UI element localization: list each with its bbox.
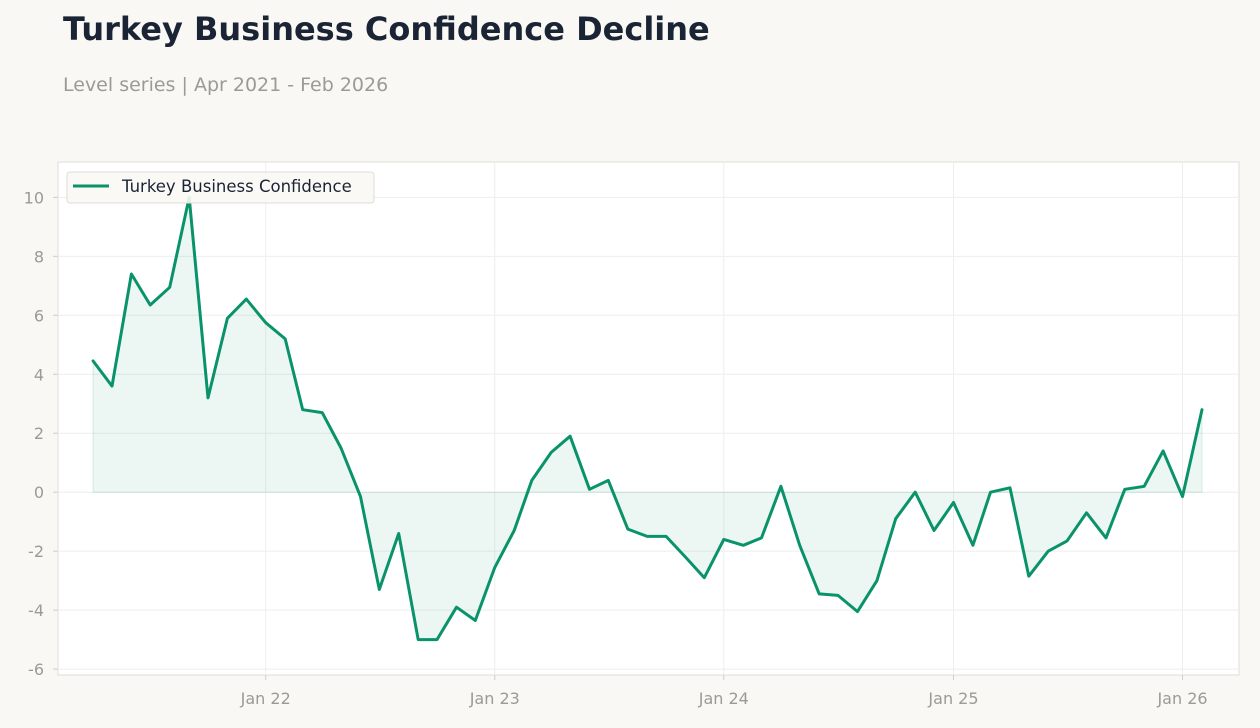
data-point <box>971 544 974 547</box>
data-point <box>1143 485 1146 488</box>
x-tick-label: Jan 26 <box>1156 689 1207 708</box>
data-point <box>149 304 152 307</box>
y-tick-label: -4 <box>28 601 44 620</box>
data-point <box>952 501 955 504</box>
data-point <box>742 544 745 547</box>
data-point <box>665 535 668 538</box>
data-point <box>513 529 516 532</box>
data-point <box>1105 536 1108 539</box>
data-point <box>684 556 687 559</box>
data-point <box>646 535 649 538</box>
plot-area <box>57 161 1240 676</box>
y-tick-label: 2 <box>34 424 44 443</box>
data-point <box>550 451 553 454</box>
data-point <box>417 638 420 641</box>
data-point <box>989 491 992 494</box>
data-point <box>1027 575 1030 578</box>
y-tick-label: 4 <box>34 365 44 384</box>
x-tick-label: Jan 23 <box>469 689 520 708</box>
data-point <box>1066 539 1069 542</box>
data-point <box>130 273 133 276</box>
data-point <box>798 544 801 547</box>
data-point <box>301 408 304 411</box>
data-point <box>359 495 362 498</box>
data-point <box>245 298 248 301</box>
data-point <box>168 286 171 289</box>
x-tick-label: Jan 22 <box>240 689 291 708</box>
data-point <box>1123 488 1126 491</box>
data-point <box>455 606 458 609</box>
data-point <box>626 528 629 531</box>
legend-box <box>66 171 375 204</box>
data-point <box>493 566 496 569</box>
data-point <box>607 479 610 482</box>
y-tick-label: -6 <box>28 660 44 679</box>
data-point <box>856 610 859 613</box>
data-point <box>837 594 840 597</box>
data-point <box>284 337 287 340</box>
legend: Turkey Business Confidence <box>66 171 375 204</box>
data-point <box>703 576 706 579</box>
data-point <box>92 360 95 363</box>
data-point <box>1181 495 1184 498</box>
y-axis-ticks: -6 -4 -2 0 2 4 6 8 10 <box>24 188 58 679</box>
data-point <box>818 592 821 595</box>
data-point <box>588 488 591 491</box>
data-point <box>875 579 878 582</box>
data-point <box>1085 511 1088 514</box>
x-tick-label: Jan 24 <box>698 689 749 708</box>
chart-title: Turkey Business Confidence Decline <box>63 10 710 48</box>
data-point <box>1162 449 1165 452</box>
data-point <box>1047 550 1050 553</box>
data-point <box>530 479 533 482</box>
data-point <box>1009 486 1012 489</box>
data-point <box>436 638 439 641</box>
grid-lines <box>58 162 1239 675</box>
data-point <box>914 491 917 494</box>
data-point <box>207 396 210 399</box>
series-line <box>91 195 1204 642</box>
y-tick-label: -2 <box>28 542 44 561</box>
y-tick-label: 8 <box>34 247 44 266</box>
data-point <box>569 435 572 438</box>
data-point <box>1201 408 1204 411</box>
y-tick-label: 0 <box>34 483 44 502</box>
data-point <box>226 317 229 320</box>
data-point <box>111 385 114 388</box>
y-tick-label: 10 <box>24 188 44 207</box>
data-point <box>264 321 267 324</box>
data-point <box>933 529 936 532</box>
data-point <box>779 485 782 488</box>
data-point <box>378 588 381 591</box>
data-point <box>321 411 324 414</box>
data-point <box>722 538 725 541</box>
data-point <box>474 619 477 622</box>
x-tick-label: Jan 25 <box>927 689 978 708</box>
data-point <box>397 532 400 535</box>
y-tick-label: 6 <box>34 306 44 325</box>
legend-label: Turkey Business Confidence <box>121 177 352 196</box>
data-point <box>340 447 343 450</box>
x-axis-ticks: Jan 22 Jan 23 Jan 24 Jan 25 Jan 26 <box>240 675 1208 708</box>
data-point <box>894 517 897 520</box>
chart-subtitle: Level series | Apr 2021 - Feb 2026 <box>63 74 389 96</box>
data-point <box>760 536 763 539</box>
